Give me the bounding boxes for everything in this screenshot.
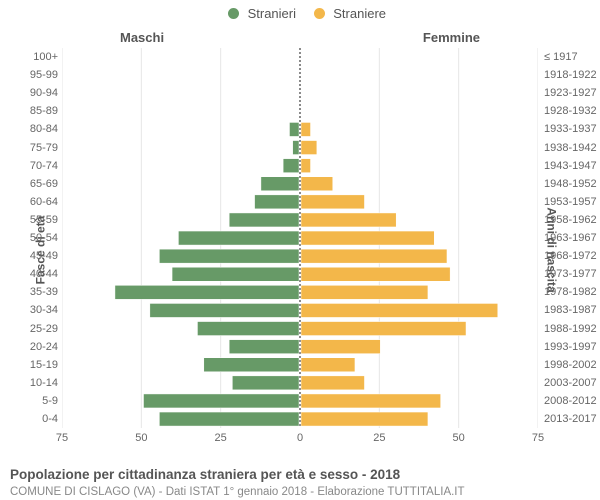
y-tick-age: 55-59 (22, 215, 58, 226)
panel-label-male: Maschi (120, 30, 164, 45)
bar-male (204, 358, 299, 372)
bar-male (283, 159, 299, 173)
bar-female (301, 267, 450, 281)
y-tick-age: 100+ (22, 52, 58, 63)
legend: Stranieri Straniere (0, 6, 600, 21)
bar-male (289, 122, 299, 136)
bar-male (159, 249, 299, 263)
bar-male (150, 303, 299, 317)
bar-male (261, 177, 299, 191)
bar-male (229, 213, 299, 227)
bar-male (293, 141, 299, 155)
y-tick-birth: 1923-1927 (544, 88, 597, 99)
bar-male (255, 195, 299, 209)
y-tick-age: 0-4 (22, 414, 58, 425)
bar-female (301, 122, 311, 136)
bar-female (301, 412, 428, 426)
y-tick-birth: 2013-2017 (544, 414, 597, 425)
x-tick: 75 (56, 432, 68, 444)
y-tick-age: 25-29 (22, 324, 58, 335)
bar-male (232, 376, 299, 390)
plot-area (62, 48, 538, 428)
y-tick-age: 5-9 (22, 396, 58, 407)
chart-root: Stranieri Straniere Maschi Femmine Fasce… (0, 0, 600, 500)
y-tick-birth: 1968-1972 (544, 251, 597, 262)
y-tick-birth: 1973-1977 (544, 269, 597, 280)
x-tick: 75 (532, 432, 544, 444)
x-tick: 25 (215, 432, 227, 444)
y-tick-age: 10-14 (22, 378, 58, 389)
y-tick-age: 75-79 (22, 143, 58, 154)
y-tick-birth: 1983-1987 (544, 305, 597, 316)
bar-female (301, 322, 466, 336)
y-tick-age: 85-89 (22, 106, 58, 117)
legend-label-female: Straniere (333, 6, 386, 21)
bar-female (301, 195, 364, 209)
bar-female (301, 376, 364, 390)
y-tick-birth: 1943-1947 (544, 161, 597, 172)
y-tick-birth: 1918-1922 (544, 70, 597, 81)
bar-male (144, 394, 299, 408)
y-tick-age: 40-44 (22, 269, 58, 280)
bar-female (301, 303, 498, 317)
y-tick-age: 95-99 (22, 70, 58, 81)
y-tick-age: 20-24 (22, 342, 58, 353)
y-tick-age: 60-64 (22, 197, 58, 208)
bar-female (301, 231, 434, 245)
y-tick-birth: 1953-1957 (544, 197, 597, 208)
y-tick-birth: ≤ 1917 (544, 52, 578, 63)
y-tick-birth: 1998-2002 (544, 360, 597, 371)
y-tick-birth: 1988-1992 (544, 324, 597, 335)
x-tick: 0 (297, 432, 303, 444)
bar-female (301, 340, 380, 354)
bar-female (301, 177, 333, 191)
y-tick-age: 90-94 (22, 88, 58, 99)
y-tick-birth: 1978-1982 (544, 287, 597, 298)
y-tick-birth: 2008-2012 (544, 396, 597, 407)
y-tick-birth: 1993-1997 (544, 342, 597, 353)
y-tick-age: 50-54 (22, 233, 58, 244)
bar-female (301, 249, 447, 263)
footer-title: Popolazione per cittadinanza straniera p… (10, 467, 400, 482)
x-tick: 50 (453, 432, 465, 444)
bar-male (197, 322, 299, 336)
y-tick-birth: 1938-1942 (544, 143, 597, 154)
y-tick-age: 70-74 (22, 161, 58, 172)
y-tick-birth: 2003-2007 (544, 378, 597, 389)
bar-female (301, 358, 355, 372)
footer-subtitle: COMUNE DI CISLAGO (VA) - Dati ISTAT 1° g… (10, 486, 465, 498)
y-tick-birth: 1958-1962 (544, 215, 597, 226)
bar-female (301, 213, 396, 227)
y-tick-age: 30-34 (22, 305, 58, 316)
chart-svg (62, 48, 538, 428)
panel-label-female: Femmine (423, 30, 480, 45)
y-tick-birth: 1948-1952 (544, 179, 597, 190)
bar-male (229, 340, 299, 354)
y-tick-birth: 1963-1967 (544, 233, 597, 244)
bar-female (301, 159, 311, 173)
y-tick-age: 45-49 (22, 251, 58, 262)
legend-swatch-female (314, 8, 325, 19)
y-tick-birth: 1928-1932 (544, 106, 597, 117)
bar-female (301, 141, 317, 155)
y-tick-age: 65-69 (22, 179, 58, 190)
bar-female (301, 285, 428, 299)
bar-female (301, 394, 441, 408)
bar-male (115, 285, 299, 299)
x-tick: 25 (373, 432, 385, 444)
legend-swatch-male (228, 8, 239, 19)
legend-label-male: Stranieri (248, 6, 296, 21)
y-tick-age: 15-19 (22, 360, 58, 371)
bar-male (178, 231, 299, 245)
y-tick-birth: 1933-1937 (544, 124, 597, 135)
y-tick-age: 35-39 (22, 287, 58, 298)
y-tick-age: 80-84 (22, 124, 58, 135)
x-tick: 50 (135, 432, 147, 444)
bar-male (159, 412, 299, 426)
bar-male (172, 267, 299, 281)
